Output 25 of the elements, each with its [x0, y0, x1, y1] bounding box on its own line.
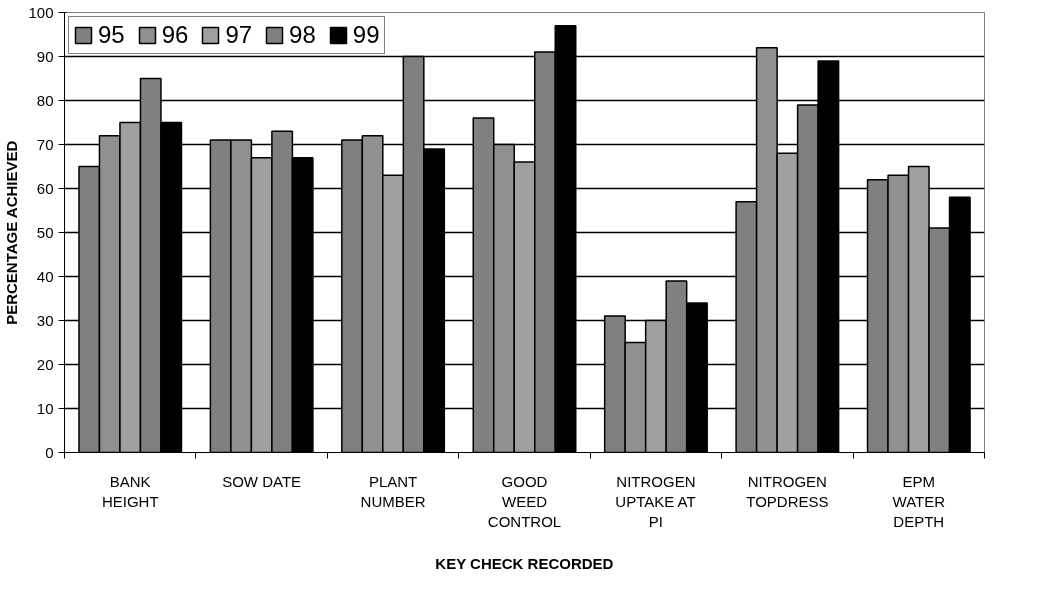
x-tick-label: NITROGEN TOPDRESS: [746, 472, 829, 510]
x-tick-label: EPM WATER DEPTH: [892, 472, 946, 531]
y-tick-label: 80: [36, 91, 54, 109]
y-axis-title: PERCENTAGE ACHIEVED: [3, 140, 21, 325]
y-tick-label: 20: [36, 355, 54, 373]
x-tick-label: PLANT NUMBER: [360, 472, 426, 510]
x-tick-label: GOOD WEED CONTROL: [487, 472, 562, 531]
x-axis-title: KEY CHECK RECORDED: [435, 555, 614, 573]
legend-label: 99: [352, 21, 380, 49]
y-tick-label: 50: [36, 223, 54, 241]
y-tick-label: 90: [36, 47, 54, 65]
legend-label: 95: [98, 21, 125, 49]
legend-label: 96: [161, 21, 189, 49]
y-tick-label: 60: [36, 179, 54, 197]
y-tick-label: 10: [36, 399, 54, 417]
y-tick-label: 100: [28, 3, 54, 21]
y-tick-label: 40: [36, 267, 54, 285]
x-tick-label: BANK HEIGHT: [101, 472, 159, 510]
y-tick-label: 0: [45, 443, 54, 461]
y-tick-label: 30: [36, 311, 54, 329]
legend-label: 98: [289, 21, 316, 49]
x-tick-label: NITROGEN UPTAKE AT PI: [615, 472, 696, 531]
y-tick-label: 70: [36, 135, 54, 153]
x-tick-label: SOW DATE: [222, 472, 302, 490]
legend-label: 97: [225, 21, 253, 49]
